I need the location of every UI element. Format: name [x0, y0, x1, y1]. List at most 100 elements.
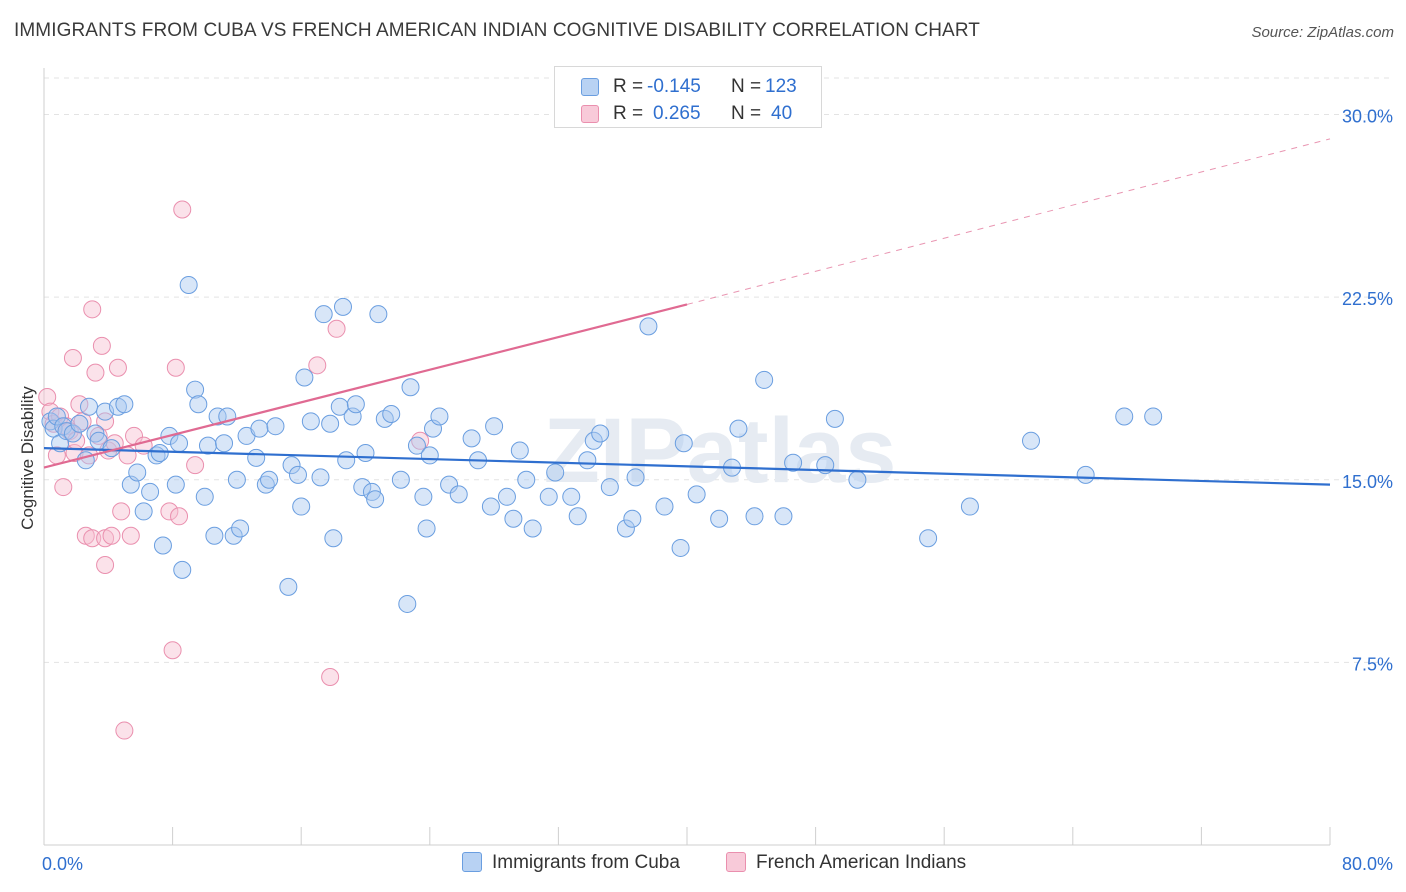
chart-title: IMMIGRANTS FROM CUBA VS FRENCH AMERICAN …	[14, 20, 981, 41]
trendline-extension-french-american-indians	[686, 138, 1331, 305]
data-point-french-american-indians	[108, 358, 127, 377]
data-point-immigrants-from-cuba	[166, 475, 185, 494]
data-point-french-american-indians	[112, 502, 131, 521]
data-point-french-american-indians	[121, 526, 140, 545]
data-point-french-american-indians	[92, 336, 111, 355]
data-point-immigrants-from-cuba	[774, 507, 793, 526]
data-point-immigrants-from-cuba	[76, 451, 95, 470]
data-point-french-american-indians	[96, 555, 115, 574]
watermark: ZIPatlas	[544, 400, 897, 502]
legend-r-label: R =	[613, 103, 644, 124]
data-point-immigrants-from-cuba	[825, 409, 844, 428]
data-point-french-american-indians	[83, 529, 102, 548]
data-point-immigrants-from-cuba	[671, 538, 690, 557]
data-point-french-american-indians	[411, 431, 430, 450]
data-point-immigrants-from-cuba	[198, 436, 217, 455]
data-point-immigrants-from-cuba	[497, 487, 516, 506]
data-point-immigrants-from-cuba	[128, 463, 147, 482]
data-point-immigrants-from-cuba	[314, 305, 333, 324]
data-point-immigrants-from-cuba	[80, 397, 99, 416]
data-point-immigrants-from-cuba	[600, 478, 619, 497]
data-point-immigrants-from-cuba	[247, 448, 266, 467]
data-point-french-american-indians	[170, 507, 189, 526]
data-point-french-american-indians	[38, 387, 57, 406]
data-point-immigrants-from-cuba	[282, 456, 301, 475]
data-point-immigrants-from-cuba	[333, 297, 352, 316]
data-point-immigrants-from-cuba	[250, 419, 269, 438]
legend-row-french: R = 0.265 N = 40	[555, 100, 823, 128]
data-point-immigrants-from-cuba	[353, 478, 372, 497]
data-point-immigrants-from-cuba	[401, 378, 420, 397]
bottom-legend-swatch-pink	[726, 852, 746, 872]
data-point-immigrants-from-cuba	[1144, 407, 1163, 426]
data-point-immigrants-from-cuba	[343, 407, 362, 426]
data-point-immigrants-from-cuba	[1022, 431, 1041, 450]
data-point-immigrants-from-cuba	[256, 475, 275, 494]
bottom-legend-french: French American Indians	[726, 852, 966, 876]
data-point-immigrants-from-cuba	[369, 305, 388, 324]
data-point-immigrants-from-cuba	[141, 482, 160, 501]
data-point-french-american-indians	[102, 526, 121, 545]
data-point-french-american-indians	[83, 300, 102, 319]
legend-swatch-blue	[581, 78, 599, 96]
gridlines	[44, 77, 1390, 663]
data-point-immigrants-from-cuba	[414, 487, 433, 506]
data-point-immigrants-from-cuba	[150, 443, 169, 462]
data-point-immigrants-from-cuba	[227, 470, 246, 489]
data-point-french-american-indians	[327, 319, 346, 338]
data-point-immigrants-from-cuba	[616, 519, 635, 538]
x-tick-label: 80.0%	[1342, 854, 1393, 874]
trendline-french-american-indians	[43, 303, 688, 469]
legend-swatch-pink	[581, 105, 599, 123]
trendline-immigrants-from-cuba	[43, 447, 1331, 486]
trend-lines	[43, 138, 1331, 486]
data-point-immigrants-from-cuba	[591, 424, 610, 443]
axes	[43, 68, 1331, 846]
data-point-immigrants-from-cuba	[710, 509, 729, 528]
data-point-immigrants-from-cuba	[562, 487, 581, 506]
data-point-immigrants-from-cuba	[398, 594, 417, 613]
data-point-french-american-indians	[160, 502, 179, 521]
data-point-immigrants-from-cuba	[784, 453, 803, 472]
data-point-immigrants-from-cuba	[63, 424, 82, 443]
bottom-legend-swatch-blue	[462, 852, 482, 872]
data-point-immigrants-from-cuba	[449, 485, 468, 504]
legend-r-value: 0.265	[653, 103, 701, 124]
data-point-french-american-indians	[54, 478, 73, 497]
data-point-immigrants-from-cuba	[346, 395, 365, 414]
data-point-immigrants-from-cuba	[417, 519, 436, 538]
legend-row-cuba: R = -0.145 N = 123	[555, 73, 823, 101]
data-point-immigrants-from-cuba	[292, 497, 311, 516]
data-point-immigrants-from-cuba	[224, 526, 243, 545]
y-tick-label: 7.5%	[1352, 654, 1393, 674]
data-point-immigrants-from-cuba	[481, 497, 500, 516]
legend-n-label: N =	[731, 76, 762, 97]
data-point-french-american-indians	[186, 456, 205, 475]
data-point-immigrants-from-cuba	[755, 370, 774, 389]
data-point-immigrants-from-cuba	[205, 526, 224, 545]
data-point-immigrants-from-cuba	[430, 407, 449, 426]
data-point-french-american-indians	[308, 356, 327, 375]
data-point-immigrants-from-cuba	[517, 470, 536, 489]
data-point-immigrants-from-cuba	[195, 487, 214, 506]
legend-n-value: 123	[765, 76, 797, 97]
series-french-american-indians	[38, 200, 430, 740]
data-point-immigrants-from-cuba	[301, 412, 320, 431]
y-tick-label: 30.0%	[1342, 107, 1393, 127]
bottom-legend-cuba: Immigrants from Cuba	[462, 852, 680, 876]
data-point-immigrants-from-cuba	[584, 431, 603, 450]
data-point-immigrants-from-cuba	[462, 429, 481, 448]
data-point-immigrants-from-cuba	[1115, 407, 1134, 426]
y-tick-label: 22.5%	[1342, 289, 1393, 309]
data-point-immigrants-from-cuba	[729, 419, 748, 438]
data-point-immigrants-from-cuba	[687, 485, 706, 504]
data-point-immigrants-from-cuba	[189, 395, 208, 414]
data-point-immigrants-from-cuba	[279, 577, 298, 596]
data-point-immigrants-from-cuba	[391, 470, 410, 489]
data-point-immigrants-from-cuba	[655, 497, 674, 516]
data-point-french-american-indians	[86, 363, 105, 382]
data-point-french-american-indians	[63, 349, 82, 368]
axis-labels: 7.5% 15.0% 22.5% 30.0% 0.0% 80.0% Cognitive Di…	[18, 107, 1393, 874]
x-tick-label: 0.0%	[42, 854, 83, 874]
data-point-immigrants-from-cuba	[919, 529, 938, 548]
